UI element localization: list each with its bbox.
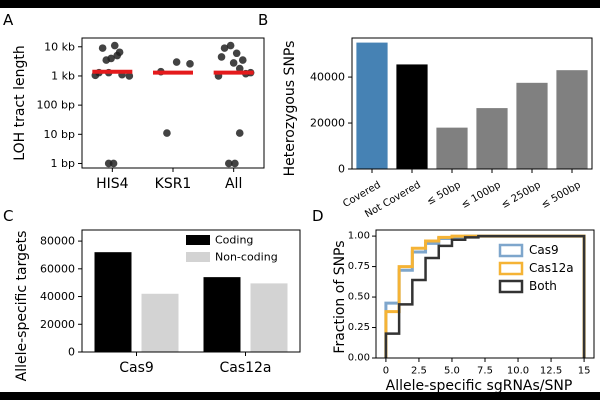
panel-c-legend-swatch (186, 252, 210, 262)
panel-a-point (186, 60, 194, 68)
panel-d-frame (375, 229, 595, 359)
panel-c-xtick-label: Cas9 (119, 360, 154, 376)
panel-c-frame (81, 229, 301, 353)
panel-a-point (109, 159, 118, 168)
panel-c-legend-label: Non-coding (215, 251, 278, 264)
panel-c-ytick-label: 0 (68, 346, 75, 359)
panel-b-xtick-label: ≤ 50bp (425, 180, 463, 208)
panel-b-ytick-label: 20000 (310, 117, 345, 130)
panel-d-ytick-label: 0.75 (348, 261, 370, 272)
panel-b-bar (356, 42, 388, 169)
panel-a-xtick-label: All (225, 176, 242, 192)
panel-c-bar-coding (94, 252, 132, 352)
panel-a-ytick-label: 100 bp (37, 99, 75, 112)
panel-a-point (235, 129, 244, 137)
panel-a-xtick-label: KSR1 (155, 176, 192, 192)
panel-d-series-cas12a (384, 234, 586, 358)
panel-label-c: C (3, 207, 13, 225)
panel-d-xtick-label: 12.5 (540, 366, 562, 377)
panel-a-point (98, 44, 107, 52)
panel-a-point (231, 159, 239, 168)
panel-a-point (110, 41, 119, 50)
panel-c-ytick-label: 80000 (40, 235, 75, 248)
panel-label-b: B (258, 11, 268, 29)
panel-d-legend-swatch (498, 279, 524, 294)
panel-b-bar (396, 64, 428, 169)
panel-b-bar (556, 70, 588, 169)
panel-a-point (238, 56, 247, 64)
figure-svg: A B C D 1 bp 10 bp 100 bp 1 kb 10 kb HIS4 KSR1 All L… (3, 11, 595, 392)
panel-label-a: A (3, 11, 14, 29)
panel-d-xtick-label: 7.5 (477, 366, 493, 377)
panel-b-ytick-label: 0 (338, 163, 345, 176)
panel-a-point (217, 53, 226, 61)
panel-a-point (229, 59, 238, 67)
panel-b-bar (476, 108, 508, 169)
panel-c-xtick-label: Cas12a (219, 360, 271, 376)
panel-d-legend-swatch (498, 261, 524, 276)
panel-a-xtick-label: HIS4 (96, 176, 129, 192)
panel-c-ytick-label: 20000 (40, 318, 75, 331)
panel-d-xtick-label: 10.0 (507, 366, 529, 377)
panel-d-xtick-label: 5.0 (444, 366, 460, 377)
figure: A B C D 1 bp 10 bp 100 bp 1 kb 10 kb HIS4 KSR1 All L… (0, 8, 600, 392)
panel-b-xtick-label: ≤ 500bp (540, 180, 583, 211)
panel-a-ylabel: LOH tract length (12, 45, 28, 160)
panel-a-point (172, 58, 181, 66)
panel-a-point (163, 129, 171, 137)
panel-d-ytick-label: 1.00 (348, 231, 370, 242)
panel-d-legend-swatch (498, 243, 524, 258)
panel-a-ytick-label: 10 kb (44, 40, 75, 53)
panel-d-legend-label: Cas12a (529, 261, 574, 275)
panel-c-ytick-label: 60000 (40, 262, 75, 275)
panel-a-point (115, 48, 124, 57)
panel-b-xtick-label: ≤ 250bp (500, 180, 543, 211)
panel-d-xtick-label: 15 (578, 366, 591, 377)
panel-b-ylabel: Heterozygous SNPs (282, 41, 298, 177)
panel-c-bar-coding (203, 277, 241, 352)
panel-c-bar-non-coding (250, 283, 288, 352)
panel-d-legend-label: Both (529, 279, 557, 293)
panel-a-ytick-label: 1 kb (51, 69, 75, 82)
panel-c-legend-label: Coding (215, 234, 253, 247)
panel-label-d: D (312, 207, 324, 225)
panel-a-point (125, 72, 134, 80)
panel-d-ytick-label: 0.00 (348, 353, 370, 364)
panel-c-legend-swatch (186, 235, 210, 245)
panel-d-xtick-label: 2.5 (411, 366, 427, 377)
panel-b-frame (351, 37, 593, 170)
panel-a-ytick-label: 1 bp (51, 157, 75, 170)
panel-d-xtick-label: 0 (383, 366, 389, 377)
panel-a-point (232, 49, 241, 58)
panel-b-bar (516, 82, 548, 169)
panel-d-ytick-label: 0.50 (348, 292, 370, 303)
panel-d-series-both (384, 234, 586, 358)
panel-a-point (107, 54, 115, 63)
panel-b-xtick-label: ≤ 100bp (460, 180, 503, 211)
panel-a-point (225, 159, 233, 168)
panel-d-ytick-label: 0.25 (348, 322, 370, 333)
panel-d-xlabel: Allele-specific sgRNAs/SNP (386, 378, 573, 392)
panel-a-point (220, 44, 229, 52)
panel-c-bar-non-coding (141, 293, 179, 352)
panel-c-ylabel: Allele-specific targets (14, 231, 30, 382)
panel-d-ylabel: Fraction of SNPs (332, 240, 348, 353)
panel-a-point (235, 64, 244, 73)
panel-b-ytick-label: 40000 (310, 71, 345, 84)
panel-c-ytick-label: 40000 (40, 290, 75, 303)
panel-a-ytick-label: 10 bp (44, 128, 75, 141)
panel-b-bar (436, 127, 468, 169)
panel-d-legend-label: Cas9 (529, 243, 559, 257)
panel-a-point (226, 41, 235, 50)
